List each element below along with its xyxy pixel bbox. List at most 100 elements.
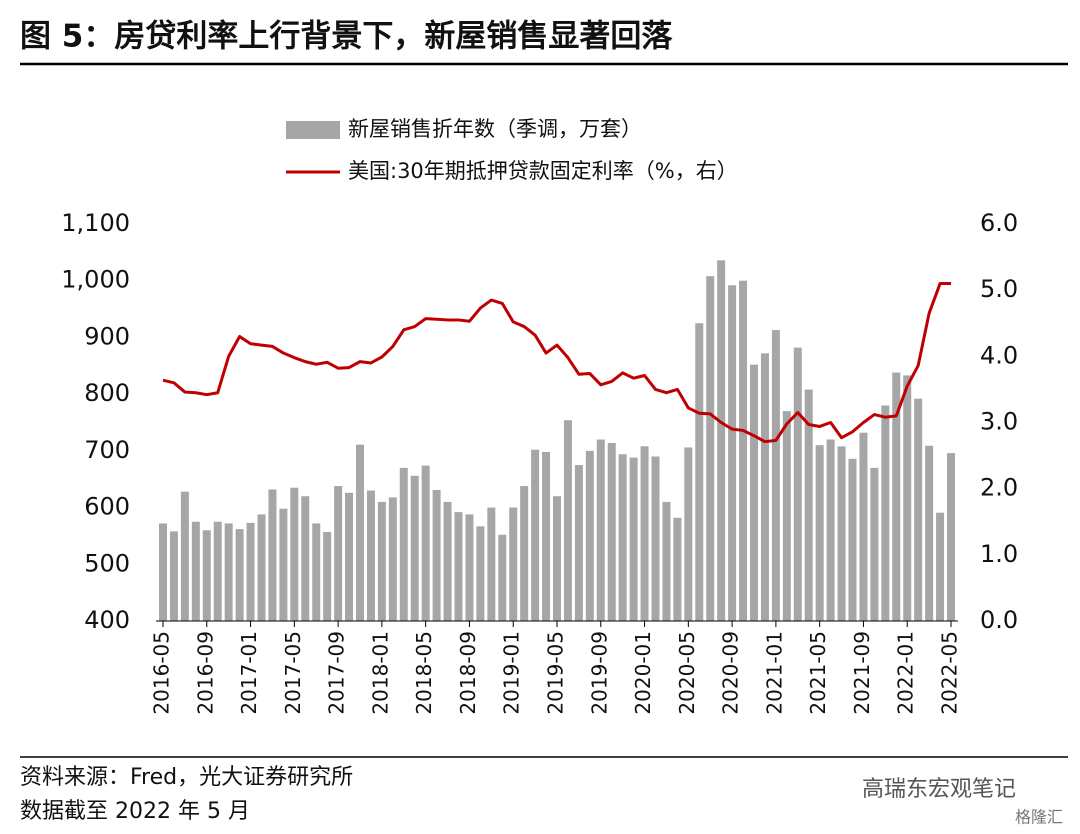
bar xyxy=(257,514,266,621)
x-tick-label: 2019-05 xyxy=(544,631,568,715)
x-tick-label: 2020-01 xyxy=(631,631,655,715)
bar xyxy=(925,445,934,621)
bar xyxy=(159,523,167,621)
x-tick-label: 2020-05 xyxy=(675,631,699,715)
watermark: 高瑞东宏观笔记 xyxy=(862,777,1016,802)
bar xyxy=(476,526,485,621)
bar xyxy=(859,432,868,621)
bar xyxy=(684,447,693,621)
y-tick-label: 800 xyxy=(84,379,130,407)
bar xyxy=(465,514,474,621)
y-tick-label: 700 xyxy=(84,436,130,464)
bar xyxy=(509,507,518,621)
bar xyxy=(771,330,780,621)
bar xyxy=(574,465,583,621)
bar xyxy=(443,501,452,621)
bar xyxy=(224,523,233,621)
bar xyxy=(235,529,244,621)
y-tick-label: 900 xyxy=(84,322,130,350)
bar xyxy=(815,445,824,621)
x-tick-label: 2018-05 xyxy=(412,631,436,715)
bar xyxy=(695,323,704,621)
bar xyxy=(191,521,200,621)
bar xyxy=(717,260,726,621)
bar xyxy=(750,364,758,621)
bar xyxy=(728,285,737,621)
bar xyxy=(848,458,857,621)
bar xyxy=(202,530,211,621)
bar xyxy=(454,512,463,621)
x-tick-label: 2016-05 xyxy=(150,631,174,715)
bar xyxy=(531,449,540,621)
bar xyxy=(760,353,769,621)
bar xyxy=(673,517,682,621)
bar xyxy=(410,475,419,621)
y2-tick-label: 5.0 xyxy=(980,275,1018,303)
x-tick-label: 2018-09 xyxy=(456,631,480,715)
x-tick-label: 2019-01 xyxy=(500,631,524,715)
y-tick-label: 500 xyxy=(84,549,130,577)
chart-title: 图 5：房贷利率上行背景下，新屋销售显著回落 xyxy=(20,19,673,55)
bar xyxy=(290,487,299,621)
bar xyxy=(804,389,813,621)
y2-tick-label: 4.0 xyxy=(980,341,1018,369)
bar xyxy=(301,496,310,621)
bar xyxy=(662,501,671,621)
bar xyxy=(279,508,288,621)
bar xyxy=(739,280,748,621)
y2-tick-label: 3.0 xyxy=(980,408,1018,436)
bar xyxy=(268,489,277,621)
x-tick-label: 2021-05 xyxy=(806,631,830,715)
legend-label: 新屋销售折年数（季调，万套） xyxy=(348,117,642,141)
legend-swatch xyxy=(286,121,340,139)
bar xyxy=(323,531,332,621)
date-note: 数据截至 2022 年 5 月 xyxy=(20,799,250,824)
bar xyxy=(213,521,222,621)
bar xyxy=(837,446,846,621)
watermark-logo: 格隆汇 xyxy=(1015,808,1063,827)
y-tick-label: 1,100 xyxy=(61,209,130,237)
x-tick-label: 2022-05 xyxy=(938,631,962,715)
bar xyxy=(826,439,835,621)
bar xyxy=(377,501,386,621)
bar xyxy=(607,442,616,621)
line xyxy=(162,282,951,444)
bar xyxy=(870,467,879,621)
bar xyxy=(618,454,627,621)
legend-label: 美国:30年期抵押贷款固定利率（%，右） xyxy=(348,159,738,183)
bar xyxy=(421,465,430,621)
bar xyxy=(388,497,397,621)
bar xyxy=(542,451,551,621)
bar xyxy=(246,522,255,621)
y2-tick-label: 1.0 xyxy=(980,540,1018,568)
x-tick-label: 2021-09 xyxy=(850,631,874,715)
bar xyxy=(782,411,791,621)
bar xyxy=(356,444,364,621)
x-tick-label: 2017-01 xyxy=(237,631,261,715)
x-tick-label: 2020-09 xyxy=(719,631,743,715)
bar xyxy=(169,531,178,621)
x-tick-label: 2016-09 xyxy=(193,631,217,715)
bar xyxy=(596,439,605,621)
y-tick-label: 400 xyxy=(84,606,130,634)
x-tick-label: 2017-09 xyxy=(325,631,349,715)
y2-tick-label: 0.0 xyxy=(980,606,1018,634)
y-tick-label: 600 xyxy=(84,493,130,521)
bar xyxy=(553,496,561,621)
bar xyxy=(520,486,529,621)
bar xyxy=(629,457,638,621)
y2-tick-label: 2.0 xyxy=(980,474,1018,502)
bar xyxy=(706,276,715,621)
bar xyxy=(432,489,441,621)
bar xyxy=(399,467,408,621)
bar xyxy=(892,372,901,621)
bar xyxy=(651,456,660,621)
x-tick-label: 2018-01 xyxy=(368,631,392,715)
bar xyxy=(881,405,890,621)
x-tick-label: 2021-01 xyxy=(762,631,786,715)
bar xyxy=(585,450,594,621)
x-tick-label: 2019-09 xyxy=(587,631,611,715)
source-note: 资料来源：Fred，光大证券研究所 xyxy=(20,765,353,790)
bar xyxy=(563,420,572,621)
